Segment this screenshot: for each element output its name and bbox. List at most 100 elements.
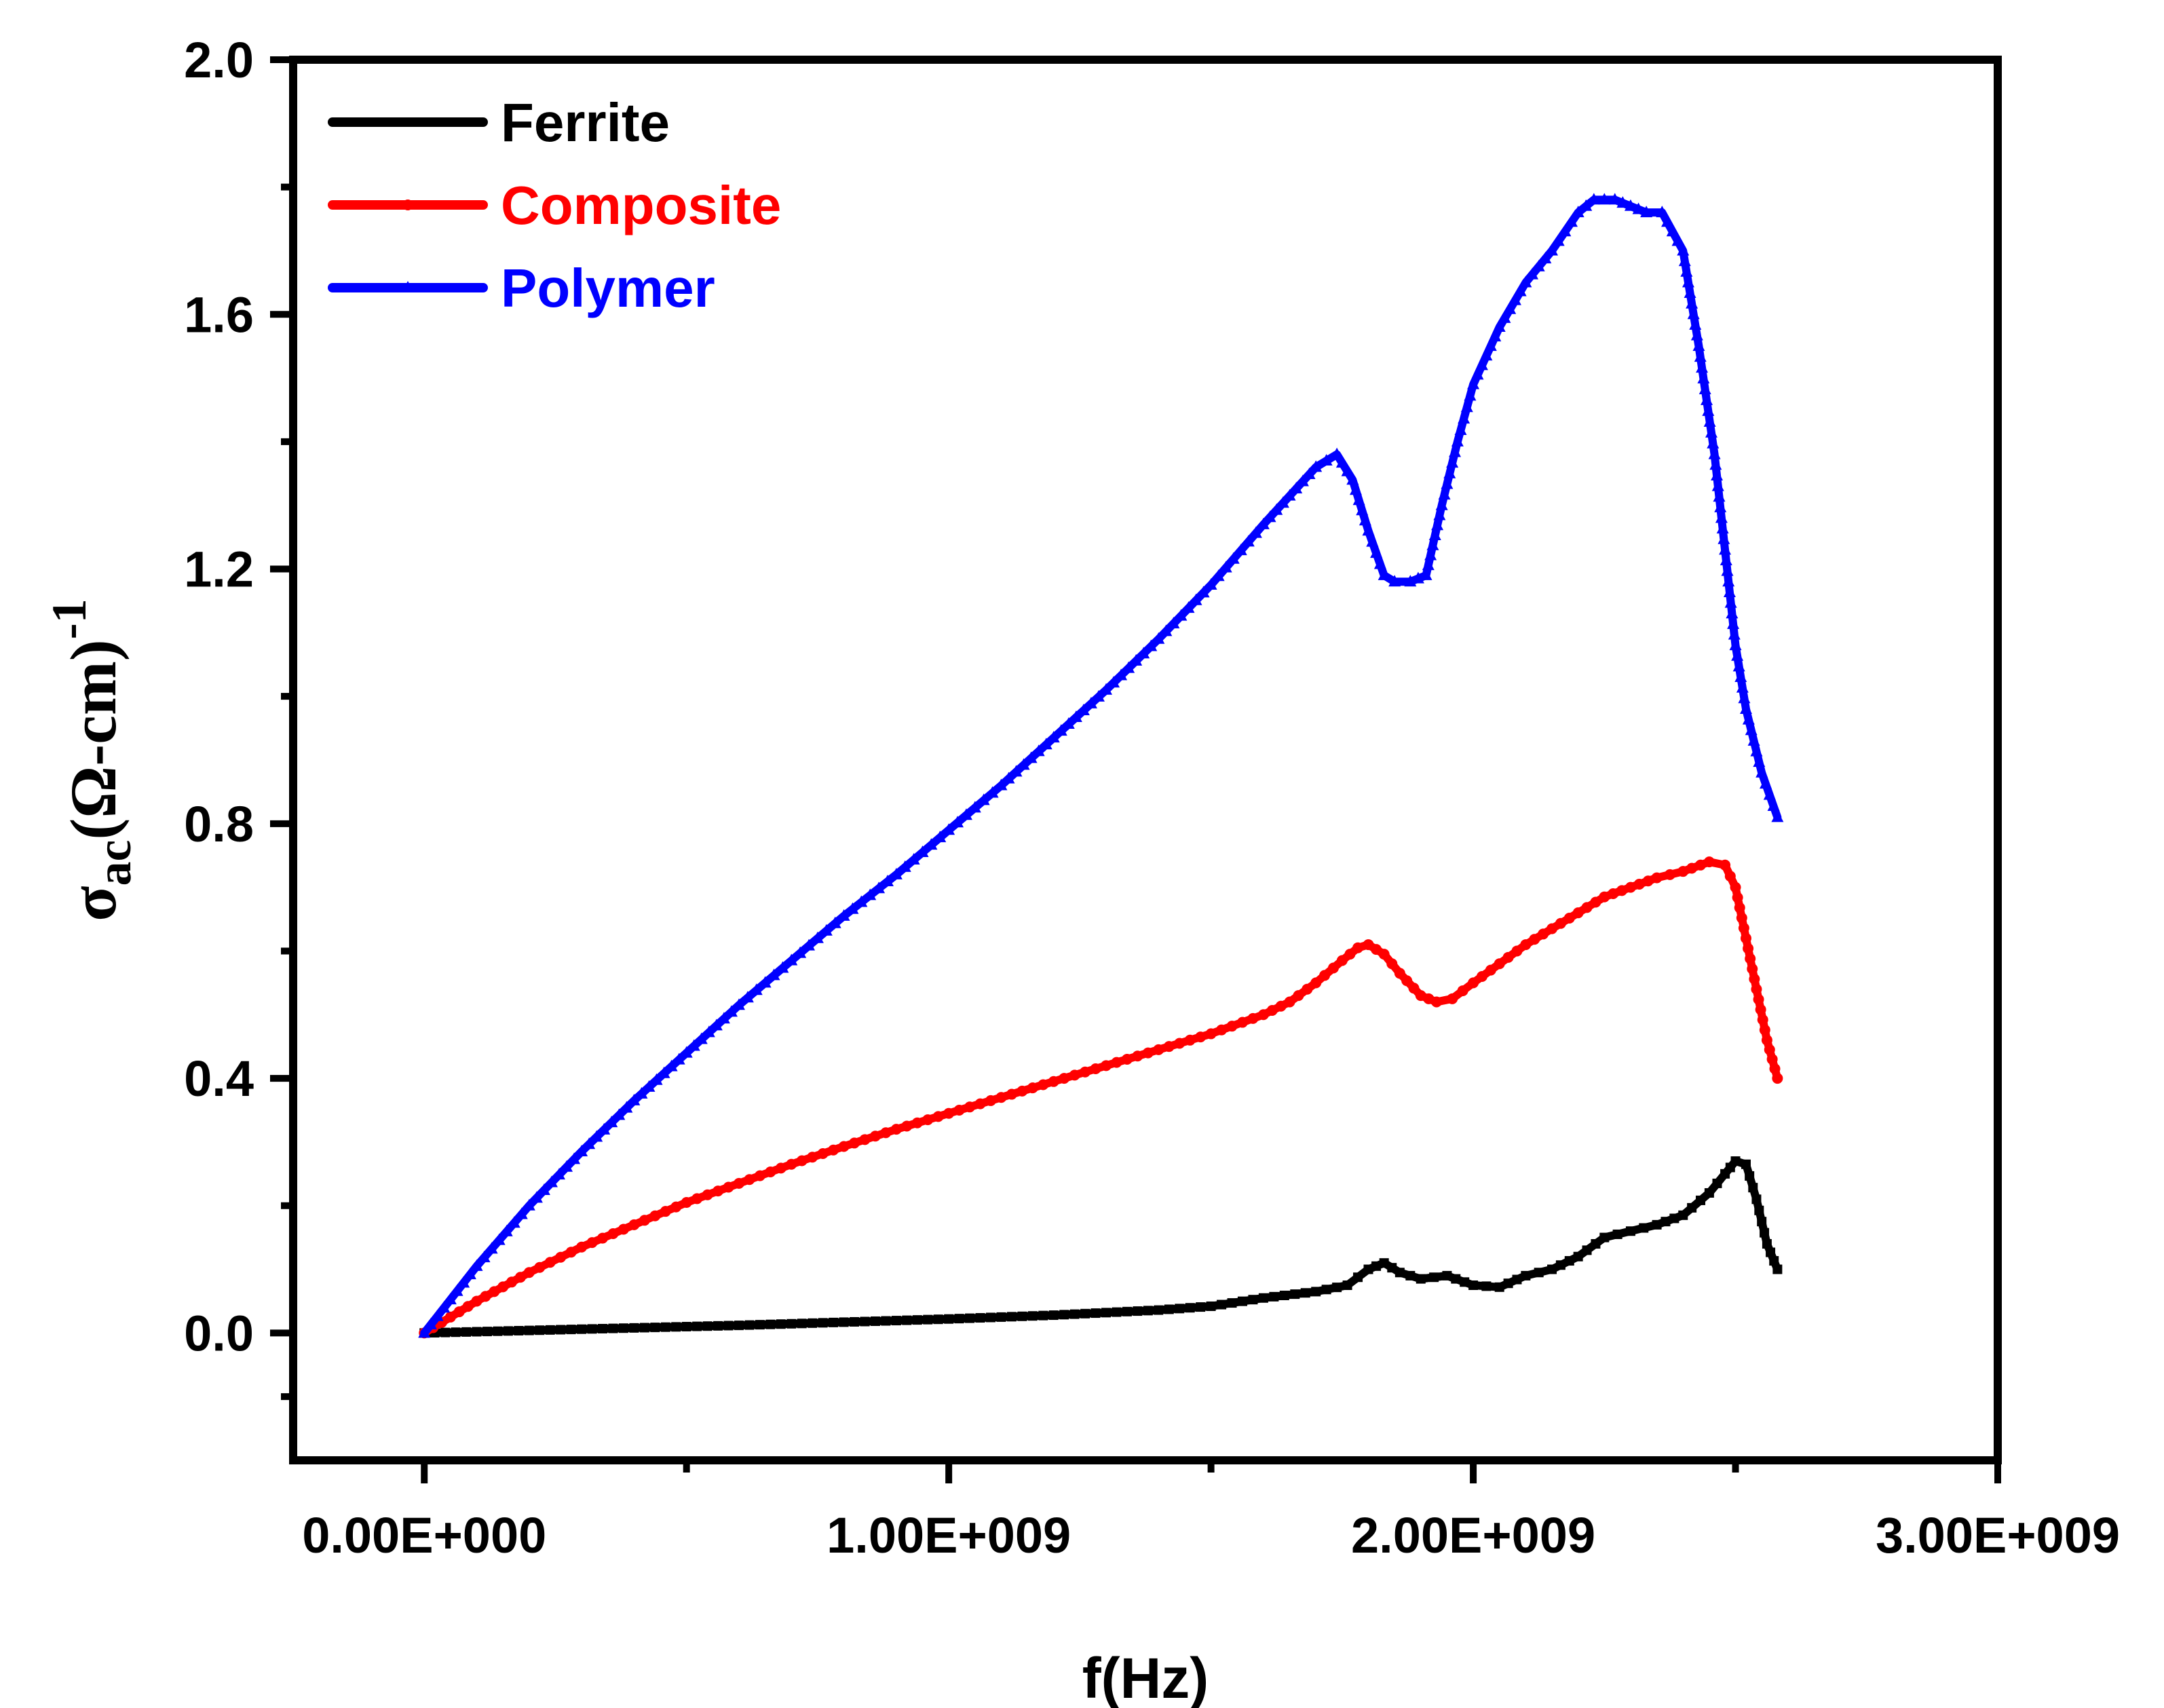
data-point [1547, 1264, 1557, 1274]
data-point [1143, 1306, 1153, 1316]
data-point [500, 1224, 513, 1236]
data-point [1468, 977, 1479, 989]
data-point [846, 902, 859, 914]
data-point [1371, 1261, 1382, 1271]
data-point [1237, 1296, 1247, 1306]
data-point [1352, 942, 1364, 953]
data-point [598, 1122, 611, 1135]
data-point [1738, 922, 1749, 934]
data-point [472, 1327, 482, 1337]
data-point [1394, 968, 1405, 979]
x-axis-title: f(Hz) [1082, 1646, 1209, 1708]
data-point [1378, 568, 1390, 580]
data-point [1767, 799, 1780, 812]
data-point [786, 1318, 797, 1329]
data-point [470, 1259, 483, 1271]
data-point [911, 1117, 923, 1128]
data-point [1730, 881, 1741, 893]
data-point [1711, 479, 1724, 491]
data-point [1748, 1183, 1758, 1193]
data-point [912, 1315, 922, 1325]
data-point [820, 924, 833, 936]
data-point [1442, 1270, 1452, 1280]
data-point [713, 1321, 723, 1331]
data-point [1468, 1280, 1479, 1290]
data-point [1703, 856, 1715, 868]
data-point [968, 801, 981, 813]
data-point [444, 1293, 457, 1305]
data-point [794, 946, 807, 958]
data-point [1249, 526, 1262, 538]
data-point [1296, 474, 1309, 487]
data-point [1204, 578, 1217, 590]
y-tick-label: 0.4 [184, 1050, 254, 1107]
data-point [1712, 1178, 1722, 1188]
data-point [1160, 624, 1173, 637]
data-point [953, 1105, 965, 1116]
data-point [1266, 1005, 1278, 1017]
data-point [1428, 528, 1441, 540]
data-point [1720, 859, 1731, 871]
data-point [1694, 350, 1707, 362]
data-point [1132, 1050, 1143, 1062]
data-point [1216, 1024, 1228, 1036]
data-point [1115, 668, 1128, 681]
data-point [1279, 1291, 1289, 1301]
data-point [881, 875, 894, 887]
data-point [1587, 193, 1600, 205]
data-point [1591, 1239, 1601, 1249]
data-point [1342, 1280, 1352, 1290]
data-point [1101, 1308, 1112, 1318]
y-axis-title: σac(Ω-cm)-1 [42, 599, 141, 922]
data-point [1564, 1256, 1574, 1266]
data-point [1489, 330, 1502, 342]
data-point [1532, 259, 1545, 271]
svg-text:σac(Ω-cm)-1: σac(Ω-cm)-1 [42, 599, 141, 922]
axis-ticks [270, 56, 2001, 1483]
data-point [1690, 328, 1703, 341]
data-point [471, 1295, 482, 1307]
data-point [1196, 1302, 1206, 1312]
data-point [1107, 676, 1120, 688]
data-point [556, 1325, 566, 1335]
data-point [583, 1137, 596, 1150]
data-point [1344, 949, 1356, 960]
data-point [1379, 1258, 1389, 1268]
data-point [797, 1318, 807, 1329]
data-point [1713, 490, 1726, 502]
data-point [1716, 522, 1729, 534]
legend-label: Ferrite [501, 92, 670, 153]
x-tick-label: 1.00E+009 [827, 1507, 1071, 1563]
data-point [1731, 649, 1744, 661]
data-point [765, 1166, 776, 1178]
data-point [1090, 1063, 1101, 1075]
data-point [1055, 724, 1067, 736]
data-point [808, 1318, 818, 1328]
data-point [1027, 1311, 1038, 1321]
y-tick-label: 0.0 [184, 1305, 254, 1361]
data-point [1702, 404, 1715, 416]
data-point [1006, 1088, 1017, 1100]
data-point [523, 1198, 535, 1211]
data-point [1682, 276, 1694, 288]
data-point [902, 1315, 912, 1325]
data-point [1185, 1303, 1195, 1313]
data-point [424, 1318, 437, 1330]
data-point [1660, 1217, 1671, 1227]
data-point [1206, 1301, 1216, 1311]
data-point [907, 852, 920, 865]
data-point [402, 281, 414, 292]
data-point [1040, 738, 1052, 750]
data-point [974, 1098, 986, 1109]
data-point [1652, 1219, 1662, 1230]
data-point [1677, 866, 1689, 877]
data-point [1092, 689, 1105, 702]
data-point [1715, 511, 1728, 523]
data-point [1142, 1047, 1154, 1059]
data-point [1335, 456, 1348, 468]
data-point [1751, 1194, 1762, 1204]
data-point [480, 1291, 491, 1302]
data-point [1625, 1226, 1635, 1236]
data-point [1754, 1205, 1764, 1215]
data-point [1449, 445, 1462, 457]
